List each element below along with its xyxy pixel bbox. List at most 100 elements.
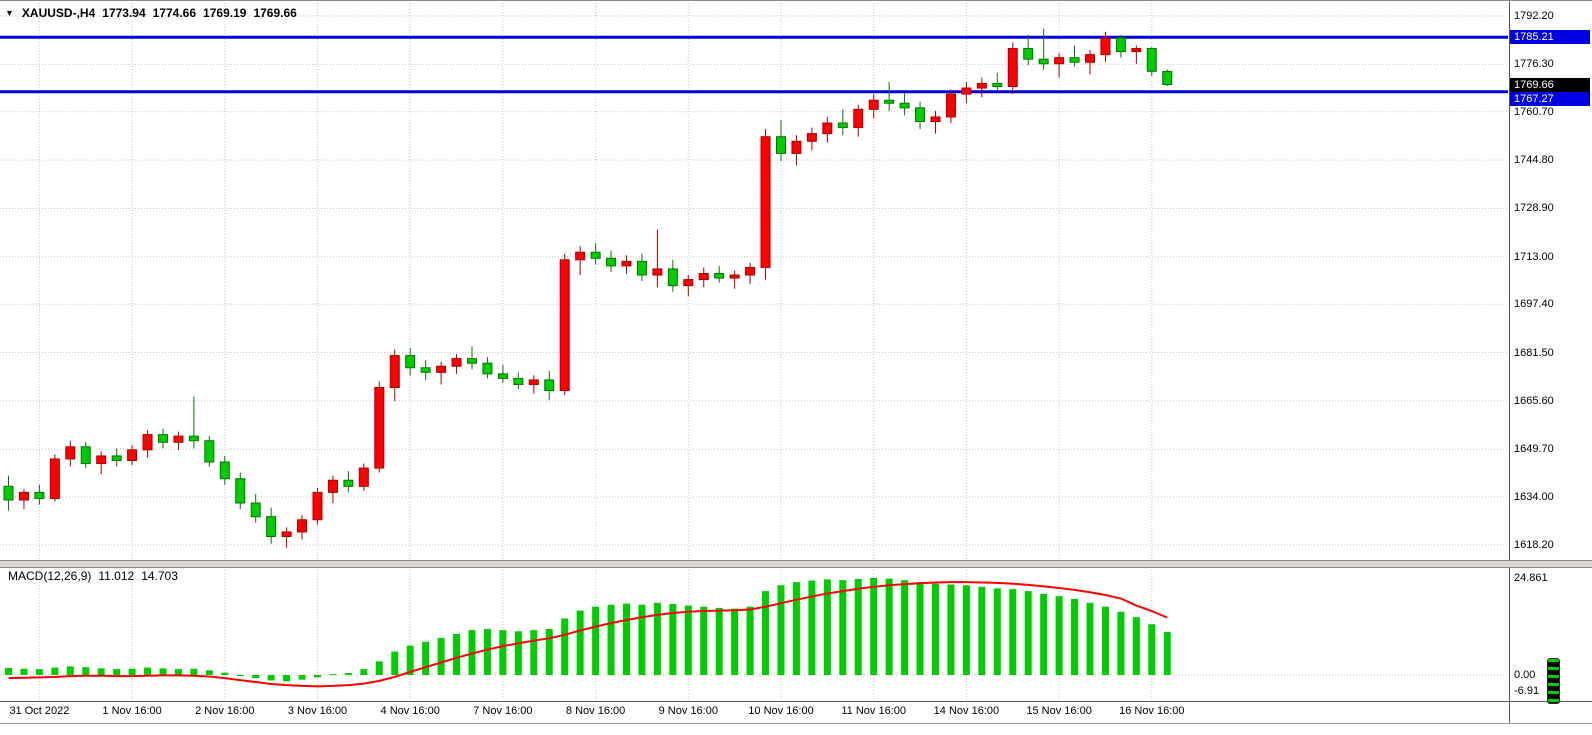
macd-signal-line [8,581,1168,688]
macd-histogram-bar [653,602,661,675]
macd-histogram-bar [453,634,461,675]
macd-histogram-bar [113,669,121,675]
macd-histogram-bar [978,586,986,675]
candle-body [188,435,199,442]
macd-signal-value: 14.703 [141,569,178,583]
candle-body [497,373,508,379]
macd-histogram-bar [592,606,600,675]
candle-body [1069,57,1080,63]
price-tick-label: 1665.60 [1514,394,1554,407]
candle-body [559,259,570,392]
macd-histogram-bar [530,630,538,675]
candle-body [976,82,987,89]
candle-body [219,461,230,480]
macd-histogram-bar [762,591,770,675]
candle-body [312,491,323,521]
candle-body [343,479,354,487]
candle-body [513,377,524,385]
candle-body [281,531,292,537]
candle-body [111,455,122,461]
candle-body [451,358,462,367]
candle-body [173,435,184,443]
macd-indicator-label: MACD(12,26,9) 11.012 14.703 [8,569,178,583]
macd-histogram-bar [1071,598,1079,675]
candle-body [1162,71,1173,86]
macd-histogram-bar [1055,596,1063,675]
candle-body [405,355,416,369]
candle-body [80,446,91,465]
macd-histogram-bar [314,675,321,678]
candle-body [575,251,586,261]
macd-histogram-bar [97,668,105,675]
macd-histogram-bar [1117,611,1125,675]
macd-histogram-bar [128,668,136,675]
time-axis-label: 8 Nov 16:00 [565,705,626,717]
macd-histogram-bar [962,585,970,675]
time-axis-label: 2 Nov 16:00 [195,705,255,717]
high-value: 1774.66 [152,6,197,20]
candle-body [18,491,29,501]
macd-scale-label: -6.91 [1514,685,1540,697]
candle-body [791,140,802,154]
current-price-badge: 1769.66 [1510,78,1590,92]
price-level-badge: 1785.21 [1510,30,1590,44]
macd-histogram-bar [1024,591,1032,675]
candle-body [837,122,848,129]
symbol-dropdown-icon[interactable]: ▼ [5,8,14,18]
macd-histogram-bar [561,618,569,675]
candle-body [142,434,153,451]
candle-body [467,358,477,364]
macd-indicator-region[interactable] [0,568,1508,701]
candle-body [1038,58,1049,65]
macd-histogram-bar [1163,632,1171,675]
main-chart-region[interactable] [0,1,1508,560]
macd-histogram-bar [1040,593,1048,675]
price-tick-label: 1697.40 [1514,298,1554,311]
candle-body [96,455,107,465]
macd-histogram-bar [669,603,677,675]
candle-body [1085,54,1095,63]
macd-histogram-bar [808,580,816,675]
close-value: 1769.66 [253,6,297,20]
macd-histogram-bar [607,604,615,675]
macd-histogram-bar [638,604,646,675]
price-tick-label: 1649.70 [1514,443,1554,456]
candle-body [760,136,771,268]
macd-histogram-bar [5,667,12,675]
symbol-period-label: XAUUSD-,H4 [21,6,96,20]
candle-body [590,251,601,259]
candle-body [606,257,617,267]
price-tick-label: 1618.20 [1514,538,1554,551]
candle-body [158,434,168,443]
candle-body [34,491,45,499]
macd-histogram-bar [885,578,893,675]
time-axis-label: 4 Nov 16:00 [380,705,440,717]
macd-histogram-bar [792,582,800,675]
time-axis-label: 7 Nov 16:00 [473,705,533,717]
macd-main-value: 11.012 [98,569,135,583]
price-tick-label: 1792.20 [1514,10,1554,22]
macd-histogram-bar [329,674,337,676]
low-value: 1769.19 [203,6,247,20]
macd-histogram-bar [205,670,213,675]
candle-body [436,365,447,373]
macd-histogram-bar [190,668,198,675]
macd-histogram-bar [20,668,28,675]
macd-histogram-bar [731,608,739,675]
candle-body [528,379,539,385]
macd-histogram-bar [870,577,878,675]
candle-body [127,449,138,461]
macd-histogram-bar [298,675,306,680]
candle-body [729,274,740,279]
pane-splitter[interactable] [0,560,1592,568]
macd-histogram-bar [1132,617,1140,675]
candle-body [853,108,864,129]
macd-histogram-bar [422,641,430,675]
candle-body [884,99,895,104]
macd-histogram-bar [35,669,43,675]
candle-body [806,133,817,142]
candle-body [389,355,400,389]
time-axis-label: 16 Nov 16:00 [1119,705,1185,717]
subwindow-scrollbar[interactable] [1547,658,1560,704]
